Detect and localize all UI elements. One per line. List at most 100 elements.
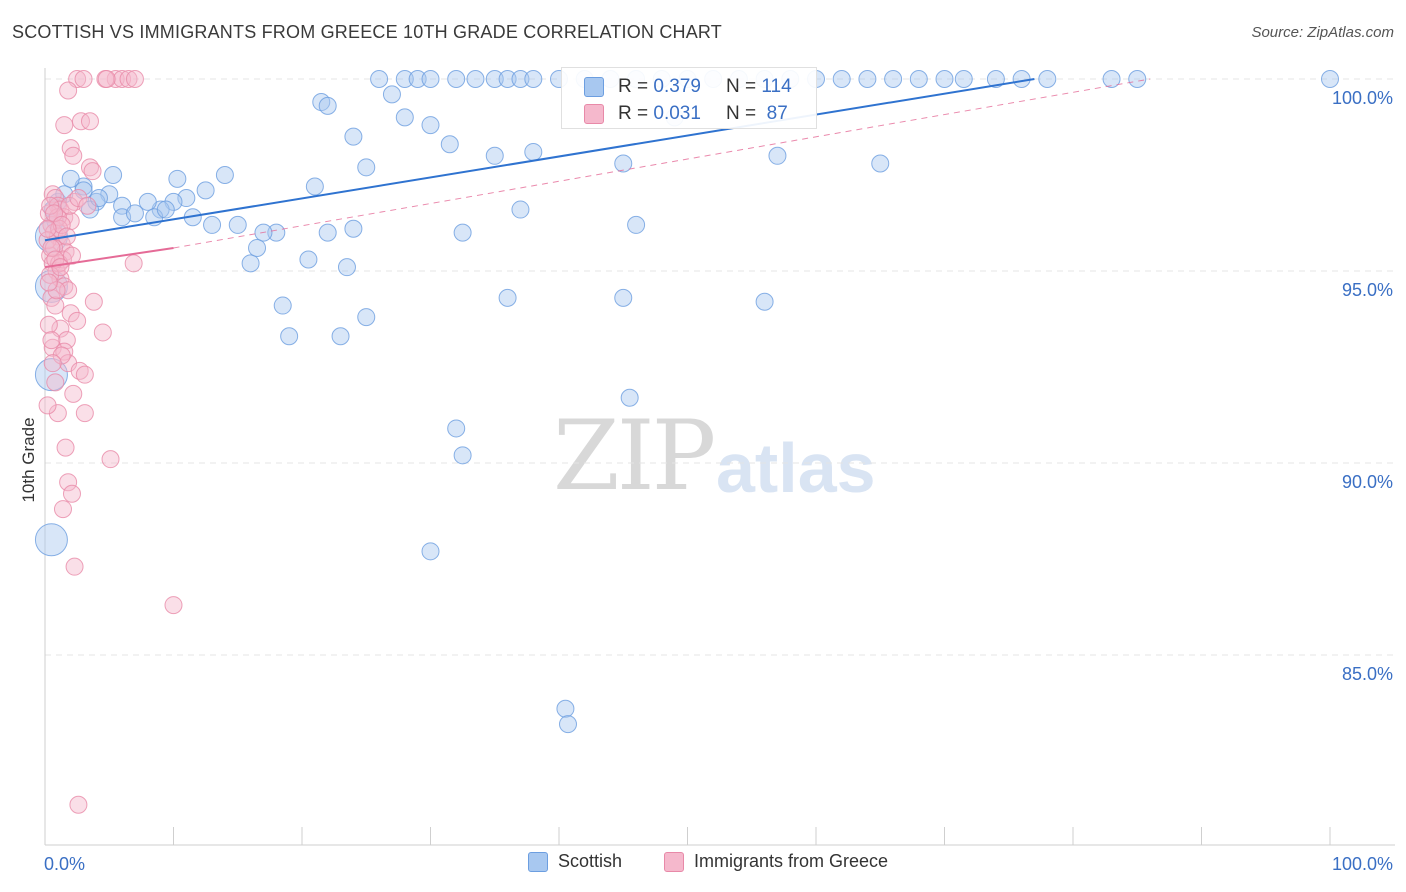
point-scottish	[453, 446, 472, 465]
point-scottish	[395, 70, 414, 88]
point-scottish	[1321, 70, 1339, 88]
point-scottish	[248, 238, 267, 257]
point-scottish	[485, 146, 504, 165]
y-tick-label: 100.0%	[1332, 88, 1393, 108]
stats-n-value-greece: 87	[766, 103, 788, 124]
stats-n-value-scottish: 114	[761, 76, 792, 97]
point-greece	[78, 196, 97, 215]
point-greece	[38, 219, 57, 238]
y-tick-label: 85.0%	[1342, 664, 1393, 684]
y-tick-label: 95.0%	[1342, 280, 1393, 300]
point-scottish	[466, 70, 485, 88]
point-scottish	[280, 327, 299, 346]
point-greece	[46, 373, 65, 392]
point-scottish	[1038, 70, 1057, 88]
legend-item-scottish[interactable]: Scottish	[528, 851, 622, 872]
point-scottish	[196, 181, 215, 200]
point-greece	[62, 246, 81, 265]
point-scottish	[440, 135, 459, 154]
stats-r-value-greece: 0.031	[653, 103, 701, 124]
point-greece	[55, 116, 74, 135]
point-scottish	[858, 70, 877, 88]
point-scottish	[125, 204, 144, 223]
trendline-dashed-greece	[173, 78, 1151, 249]
point-scottish	[421, 70, 440, 88]
legend-item-greece[interactable]: Immigrants from Greece	[664, 851, 888, 872]
trendline-scottish	[44, 78, 1035, 242]
point-greece	[39, 204, 58, 223]
point-greece	[48, 404, 67, 423]
stats-row-greece: R = 0.031 N = 87	[584, 101, 788, 127]
point-scottish	[511, 70, 530, 88]
point-scottish	[61, 169, 80, 188]
chart-source: Source: ZipAtlas.com	[1251, 24, 1394, 41]
point-scottish	[909, 70, 928, 88]
point-scottish	[273, 296, 292, 315]
point-greece	[60, 196, 79, 215]
y-tick-label: 90.0%	[1342, 472, 1393, 492]
point-greece	[38, 396, 57, 415]
legend-label-scottish: Scottish	[558, 851, 623, 871]
point-greece	[69, 189, 88, 208]
point-greece	[64, 146, 83, 165]
point-greece	[59, 473, 78, 492]
x-tick-label: 0.0%	[44, 854, 85, 874]
point-greece	[69, 795, 88, 814]
point-scottish	[832, 70, 851, 88]
point-scottish	[954, 70, 973, 88]
watermark-atlas: atlas	[716, 429, 876, 507]
point-scottish	[511, 200, 530, 219]
point-scottish	[755, 292, 774, 311]
legend-swatch-scottish	[528, 851, 548, 872]
point-scottish	[104, 166, 123, 184]
x-tick-label: 100.0%	[1332, 854, 1393, 874]
point-greece	[75, 404, 94, 423]
point-scottish	[986, 70, 1005, 88]
stats-r-value-scottish: 0.379	[653, 76, 701, 97]
point-scottish	[524, 142, 543, 161]
point-greece	[64, 384, 83, 403]
point-scottish	[34, 523, 68, 557]
legend-label-greece: Immigrants from Greece	[694, 851, 889, 871]
point-scottish	[421, 542, 440, 561]
point-greece	[47, 281, 66, 300]
point-scottish	[382, 85, 401, 104]
point-greece	[51, 258, 70, 277]
point-greece	[39, 273, 58, 292]
point-scottish	[558, 715, 577, 734]
point-scottish	[447, 70, 466, 88]
y-axis-label: 10th Grade	[19, 417, 38, 503]
point-greece	[52, 215, 71, 234]
point-greece	[53, 500, 72, 519]
point-greece	[83, 162, 102, 181]
point-greece	[62, 484, 81, 503]
stats-swatch-scottish	[584, 77, 604, 97]
point-scottish	[318, 96, 337, 115]
point-scottish	[168, 169, 187, 188]
point-scottish	[620, 388, 639, 407]
point-greece	[42, 331, 61, 350]
point-greece	[39, 315, 58, 334]
stats-r-label-scottish: R =	[618, 76, 649, 97]
stats-r-label-greece: R =	[618, 103, 649, 124]
watermark-zip: ZIP	[553, 400, 716, 512]
stats-n-label-greece: N =	[725, 103, 757, 124]
point-scottish	[370, 70, 389, 88]
point-greece	[52, 346, 71, 365]
point-scottish	[935, 70, 954, 88]
point-scottish	[768, 146, 787, 165]
point-greece	[43, 354, 62, 373]
point-scottish	[614, 288, 633, 307]
point-scottish	[447, 419, 466, 438]
point-greece	[80, 112, 99, 131]
point-greece	[84, 292, 103, 311]
point-scottish	[556, 699, 575, 718]
stats-swatch-greece	[584, 104, 604, 124]
point-scottish	[884, 70, 903, 88]
stats-row-scottish: R = 0.379 N = 114	[584, 74, 792, 100]
point-scottish	[241, 254, 260, 273]
point-greece	[119, 70, 138, 88]
point-greece	[61, 304, 80, 323]
point-scottish	[614, 154, 633, 173]
